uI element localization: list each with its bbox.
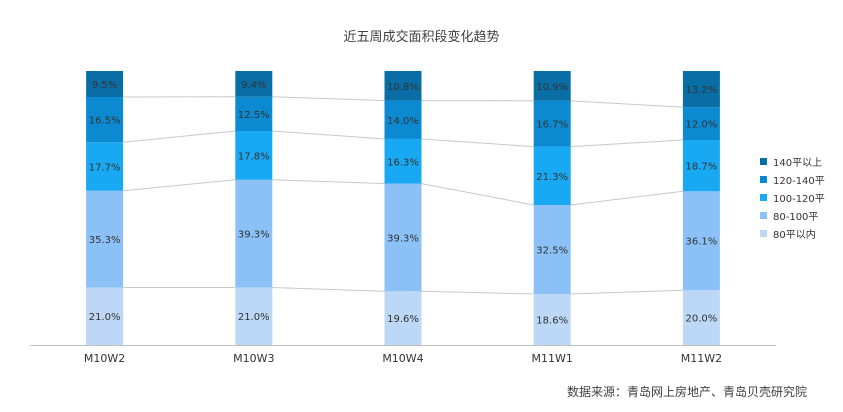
series-connector-line [570,190,683,206]
data-label: 13.2% [686,85,718,96]
bar-segment-M10W4-2 [384,138,422,184]
legend: 140平以上 120-140平 100-120平 80-100平 80平以内 [760,152,825,242]
bar-segment-M10W3-3 [235,96,273,132]
x-tick-label: M10W2 [84,352,125,365]
bar-segment-M10W2-3 [86,97,124,143]
legend-item: 100-120平 [760,188,825,206]
data-label: 21.0% [89,312,121,323]
bar-segment-M11W2-2 [682,140,720,192]
series-connector-line [272,130,385,140]
bar-segment-M10W2-4 [86,71,124,98]
bar-segment-M10W3-2 [235,131,273,180]
data-label: 12.5% [238,110,270,121]
legend-swatch [760,157,767,165]
data-label: 10.9% [536,82,568,93]
bar-segment-M10W4-1 [384,183,422,292]
bar-segment-M10W3-4 [235,71,273,97]
bar-segment-M10W2-1 [86,190,124,288]
legend-label: 80-100平 [773,211,819,223]
legend-swatch [760,193,767,201]
data-label: 36.1% [686,237,718,248]
legend-swatch [760,211,767,219]
legend-label: 80平以内 [773,229,816,241]
bar-segment-M10W3-0 [235,287,273,345]
legend-item: 140平以上 [760,152,825,170]
bar-segment-M11W1-3 [533,100,571,147]
legend-item: 120-140平 [760,170,825,188]
legend-item: 80-100平 [760,206,825,224]
data-label: 21.3% [536,172,568,183]
series-connector-line [272,286,385,292]
series-connector-line [421,183,534,206]
data-label: 18.7% [686,162,718,173]
series-connector-line [570,100,683,108]
data-label: 32.5% [536,246,568,257]
data-label: 18.6% [536,316,568,327]
x-tick-label: M11W2 [681,352,722,365]
bar-segment-M11W1-4 [533,71,571,101]
bar-segment-M11W1-1 [533,204,571,295]
bar-segment-M11W2-4 [682,71,720,108]
legend-label: 100-120平 [773,193,825,205]
legend-item: 80平以内 [760,224,825,242]
data-label: 21.0% [238,312,270,323]
bar-segment-M10W2-0 [86,287,124,345]
bar-segment-M10W4-3 [384,100,422,139]
bar-segment-M11W2-0 [682,290,720,345]
bar-segment-M10W3-1 [235,179,273,288]
data-label: 12.0% [686,120,718,131]
data-label: 39.3% [238,230,270,241]
chart-title: 近五周成交面积段变化趋势 [343,30,500,45]
bar-segment-M10W2-2 [86,142,124,191]
series-connector-line [570,139,683,148]
series-connector-line [123,130,236,143]
data-label: 10.8% [387,82,419,93]
data-label: 9.5% [92,80,117,91]
data-label: 14.0% [387,116,419,127]
legend-label: 120-140平 [773,175,825,187]
data-label: 17.8% [238,151,270,162]
bar-segment-M11W2-3 [682,107,720,141]
x-tick-label: M10W3 [233,352,274,365]
legend-swatch [760,175,767,183]
data-label: 35.3% [89,235,121,246]
data-label: 16.3% [387,157,419,168]
bar-segment-M10W4-0 [384,291,422,345]
data-label: 19.6% [387,314,419,325]
data-label: 16.7% [536,120,568,131]
bar-segment-M11W1-2 [533,146,571,205]
series-connector-line [570,289,683,295]
series-connector-line [123,179,236,192]
series-connector-line [421,138,534,148]
data-label: 16.5% [89,116,121,127]
source-note: 数据来源：青岛网上房地产、青岛贝壳研究院 [566,385,807,399]
series-connector-line [272,96,385,102]
bar-segment-M11W1-0 [533,294,571,345]
bar-segment-M10W4-4 [384,71,422,101]
legend-label: 140平以上 [773,157,823,169]
legend-swatch [760,229,767,237]
data-label: 20.0% [686,314,718,325]
data-label: 9.4% [241,80,266,91]
series-connector-line [421,290,534,295]
data-label: 39.3% [387,233,419,244]
bar-segment-M11W2-1 [682,191,720,291]
series-connector-line [272,179,385,185]
data-label: 17.7% [89,162,121,173]
x-tick-label: M11W1 [532,352,573,365]
x-tick-label: M10W4 [382,352,423,365]
